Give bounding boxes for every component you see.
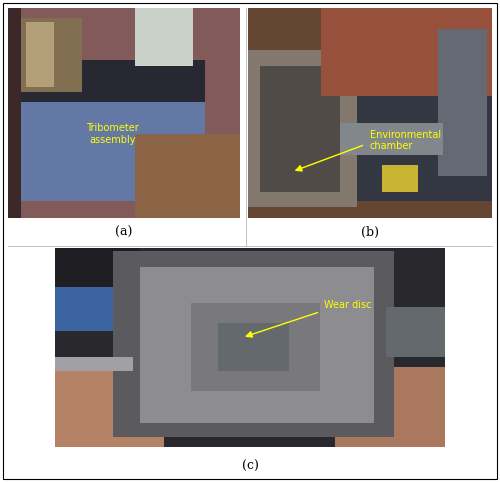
Text: (b): (b) [361,226,379,239]
Text: (c): (c) [242,460,258,473]
Text: Wear disc: Wear disc [324,300,372,310]
Text: Environmental
chamber: Environmental chamber [370,130,441,151]
Text: (a): (a) [116,226,132,239]
Text: Tribometer
assembly: Tribometer assembly [86,123,139,145]
